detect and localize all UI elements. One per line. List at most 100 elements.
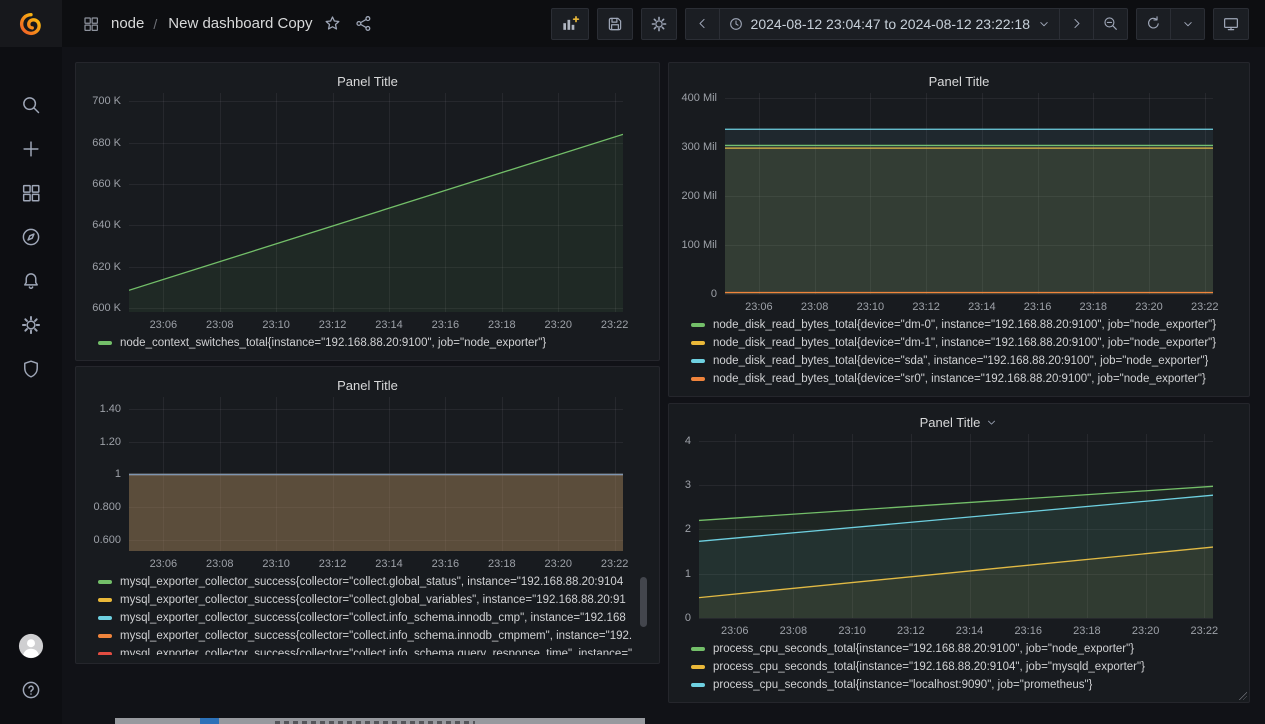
legend-swatch	[691, 341, 705, 345]
panel-context-switches: Panel Title 600 K 620 K 640 K 660 K 680 K 700…	[75, 62, 660, 361]
chevron-down-icon	[1040, 21, 1048, 26]
plot-area[interactable]: 23:06 23:08 23:10 23:12 23:14 23:16 23:18 23:20…	[699, 434, 1218, 637]
x-tick-label: 23:12	[318, 558, 347, 570]
sidebar-item-create[interactable]	[18, 137, 44, 161]
panel-header[interactable]: Panel Title	[679, 69, 1239, 93]
x-tick-label: 23:18	[1079, 301, 1108, 313]
zoom-out-icon	[1104, 17, 1117, 30]
y-tick-label: 100 Mil	[681, 238, 717, 251]
legend-swatch	[691, 359, 705, 363]
sidebar-item-explore[interactable]	[18, 225, 44, 249]
chart: 0.600 0.800 1 1.20 1.40 23:06 23:08 23:10 23:12…	[86, 397, 649, 570]
add-panel-button[interactable]	[550, 7, 589, 40]
legend-swatch	[691, 683, 705, 687]
panel-menu-chevron-icon	[988, 420, 996, 425]
time-range-picker[interactable]: 2024-08-12 23:04:47 to 2024-08-12 23:22:…	[718, 7, 1060, 40]
gridline-horizontal	[725, 146, 1213, 148]
x-tick-label: 23:08	[800, 301, 829, 313]
gridline-vertical	[870, 93, 872, 294]
cutoff-element-bottom	[115, 718, 645, 724]
y-axis: 0 100 Mil 200 Mil 300 Mil 400 Mil	[679, 92, 725, 300]
legend-label: node_disk_read_bytes_total{device="sda",…	[713, 355, 1209, 367]
x-tick-label: 23:08	[205, 319, 234, 331]
gridline-horizontal	[699, 440, 1213, 442]
gridline-vertical	[388, 93, 390, 312]
share-dashboard-button[interactable]	[353, 13, 375, 35]
sidebar-item-profile[interactable]	[18, 633, 44, 659]
gridline-horizontal	[725, 195, 1213, 197]
gridline-horizontal	[129, 307, 623, 309]
legend-item[interactable]: process_cpu_seconds_total{instance="192.…	[691, 658, 1239, 676]
shield-icon	[24, 360, 38, 378]
legend-swatch	[98, 598, 112, 602]
legend-item[interactable]: node_disk_read_bytes_total{device="sda",…	[691, 352, 1239, 370]
x-tick-label: 23:06	[149, 319, 178, 331]
share-icon	[356, 16, 371, 31]
gridline-vertical	[1093, 93, 1095, 294]
clock-icon	[729, 17, 742, 30]
panel-header[interactable]: Panel Title	[86, 69, 649, 93]
legend-item[interactable]: node_disk_read_bytes_total{device="dm-0"…	[691, 316, 1239, 334]
series-layer	[129, 397, 623, 551]
time-shift-forward-button[interactable]	[1059, 7, 1094, 40]
x-tick-label: 23:14	[375, 319, 403, 331]
gridline-vertical	[558, 93, 560, 312]
x-tick-label: 23:08	[779, 625, 808, 637]
cutoff-marks	[275, 721, 475, 724]
legend-item[interactable]: mysql_exporter_collector_success{collect…	[98, 627, 649, 645]
star-dashboard-button[interactable]	[322, 13, 344, 35]
panel-disk-read-bytes: Panel Title 0 100 Mil 200 Mil 300 Mil 400 Mi…	[668, 62, 1250, 397]
time-shift-back-button[interactable]	[684, 7, 720, 40]
x-tick-label: 23:12	[897, 625, 925, 637]
legend-item[interactable]: node_context_switches_total{instance="19…	[98, 334, 649, 352]
grafana-logo[interactable]	[0, 0, 62, 47]
breadcrumb-folder[interactable]: node	[111, 15, 145, 32]
sidebar-item-help[interactable]	[18, 678, 44, 702]
breadcrumb-separator: /	[153, 15, 158, 32]
sidebar-item-configuration[interactable]	[18, 313, 44, 337]
legend-item[interactable]: mysql_exporter_collector_success{collect…	[98, 645, 649, 655]
legend-swatch	[98, 616, 112, 620]
refresh-button[interactable]	[1136, 7, 1171, 40]
plot-area[interactable]: 23:06 23:08 23:10 23:12 23:14 23:16 23:18 23:20…	[725, 93, 1219, 313]
legend-item[interactable]: node_disk_read_bytes_total{device="dm-1"…	[691, 334, 1239, 352]
x-tick-label: 23:18	[488, 558, 516, 570]
plot-area[interactable]: 23:06 23:08 23:10 23:12 23:14 23:16 23:18 23:20…	[129, 397, 628, 570]
y-tick-label: 1	[114, 468, 121, 481]
gridline-vertical	[910, 434, 912, 618]
refresh-interval-dropdown[interactable]	[1170, 7, 1205, 40]
plot-area[interactable]: 23:06 23:08 23:10 23:12 23:14 23:16 23:18 23:20…	[129, 93, 628, 331]
legend-item[interactable]: process_cpu_seconds_total{instance="192.…	[691, 640, 1239, 658]
sidebar-item-alerting[interactable]	[18, 269, 44, 293]
sidebar-item-server-admin[interactable]	[18, 357, 44, 381]
sidebar-item-dashboards[interactable]	[18, 181, 44, 205]
legend-scrollbar-thumb[interactable]	[640, 577, 647, 627]
gridline-vertical	[758, 93, 760, 294]
x-tick-label: 23:10	[838, 625, 866, 637]
panel-header[interactable]: Panel Title	[86, 373, 649, 397]
gridline-horizontal	[699, 573, 1213, 575]
panel-header[interactable]: Panel Title	[679, 410, 1239, 434]
legend-label: process_cpu_seconds_total{instance="192.…	[713, 643, 1135, 655]
dashboard-title[interactable]: New dashboard Copy	[168, 15, 313, 32]
x-tick-label: 23:22	[600, 558, 629, 570]
legend-item[interactable]: process_cpu_seconds_total{instance="loca…	[691, 676, 1239, 694]
zoom-out-time-button[interactable]	[1093, 7, 1128, 40]
gridline-vertical	[219, 93, 221, 312]
y-tick-label: 0.600	[93, 534, 121, 547]
legend-item[interactable]: mysql_exporter_collector_success{collect…	[98, 591, 649, 609]
panel-title: Panel Title	[337, 377, 398, 393]
cycle-view-mode-button[interactable]	[1213, 7, 1249, 40]
sidebar-item-search[interactable]	[18, 93, 44, 117]
legend-swatch	[98, 580, 112, 584]
panel-resize-handle[interactable]	[1239, 692, 1247, 700]
legend-item[interactable]: node_disk_read_bytes_total{device="sr0",…	[691, 370, 1239, 388]
gridline-vertical	[1145, 434, 1147, 618]
sidebar	[0, 0, 62, 724]
save-dashboard-button[interactable]	[596, 7, 633, 40]
dashboard-settings-button[interactable]	[640, 7, 677, 40]
legend-item[interactable]: mysql_exporter_collector_success{collect…	[98, 573, 649, 591]
x-tick-label: 23:16	[431, 319, 460, 331]
legend-item[interactable]: mysql_exporter_collector_success{collect…	[98, 609, 649, 627]
gridline-horizontal	[129, 408, 623, 410]
